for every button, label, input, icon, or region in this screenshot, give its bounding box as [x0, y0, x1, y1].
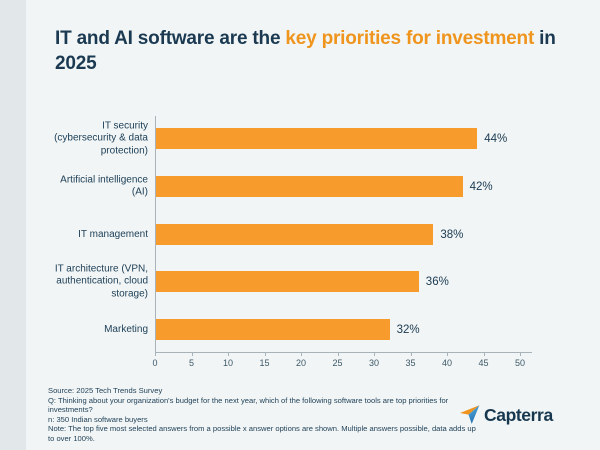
bar [156, 176, 463, 197]
page-title: IT and AI software are the key prioritie… [55, 26, 569, 76]
bar-row: Marketing 32% [53, 319, 583, 340]
category-label: Marketing [104, 323, 148, 335]
footnotes: Source: 2025 Tech Trends Survey Q: Think… [48, 386, 482, 444]
category-label: Artificial intelligence (AI) [60, 174, 148, 198]
value-label: 44% [484, 132, 508, 145]
source-note: Source: 2025 Tech Trends Survey [48, 386, 163, 395]
capterra-logo: Capterra [460, 403, 553, 427]
x-tick-mark [337, 352, 339, 356]
x-tick-mark [301, 352, 302, 356]
bar-row: IT security (cybersecurity & data protec… [53, 120, 583, 156]
x-tick-mark [155, 352, 156, 356]
question-note: Q: Thinking about your organization's bu… [48, 395, 449, 415]
bar-row: IT management 38% [53, 224, 583, 245]
x-tick-label: 25 [332, 358, 343, 368]
x-tick-mark [191, 352, 193, 356]
sample-note: n: 350 Indian software buyers [48, 414, 148, 424]
x-tick-label: 10 [222, 358, 234, 368]
x-tick-label: 20 [295, 358, 307, 368]
x-tick-mark [483, 352, 485, 356]
chart-card: IT and AI software are the key prioritie… [26, 0, 600, 450]
x-tick-label: 0 [152, 358, 158, 368]
x-tick-mark [228, 352, 229, 356]
value-label: 42% [469, 180, 493, 193]
bar [156, 271, 419, 292]
x-tick-label: 40 [441, 358, 453, 368]
x-tick-mark [447, 352, 448, 356]
x-tick-mark [264, 352, 266, 356]
x-tick-mark [374, 352, 375, 356]
bar [156, 224, 434, 245]
x-tick-label: 30 [368, 358, 380, 368]
x-axis-line [155, 352, 532, 353]
methodology-note: Note: The top five most selected answers… [48, 424, 476, 443]
value-label: 38% [440, 228, 464, 241]
category-label: IT architecture (VPN, authentication, cl… [54, 262, 148, 299]
x-tick-label: 45 [478, 358, 489, 368]
x-tick-mark [410, 352, 412, 356]
capterra-arrow-icon [460, 405, 480, 424]
value-label: 32% [396, 323, 420, 336]
bar-row: IT architecture (VPN, authentication, cl… [53, 263, 583, 299]
title-part2: in 2025 [55, 28, 556, 74]
x-tick-label: 15 [259, 358, 270, 368]
bar [156, 319, 390, 340]
title-highlight: key priorities for investment [285, 28, 535, 49]
x-tick-mark [520, 352, 521, 356]
x-tick-label: 35 [405, 358, 416, 368]
capterra-wordmark: Capterra [484, 404, 553, 425]
x-axis-ticks: 0 5 10 15 20 25 30 35 40 45 50 [152, 352, 535, 372]
x-tick-label: 5 [188, 358, 195, 368]
category-label: IT security (cybersecurity & data protec… [54, 119, 148, 156]
x-tick-label: 50 [514, 358, 526, 368]
title-part1: IT and AI software are the [55, 28, 286, 49]
y-axis-line [155, 116, 156, 353]
category-label: IT management [78, 228, 148, 240]
bar-row: Artificial intelligence (AI) 42% [53, 174, 583, 198]
bar [156, 128, 478, 149]
value-label: 36% [425, 275, 449, 288]
